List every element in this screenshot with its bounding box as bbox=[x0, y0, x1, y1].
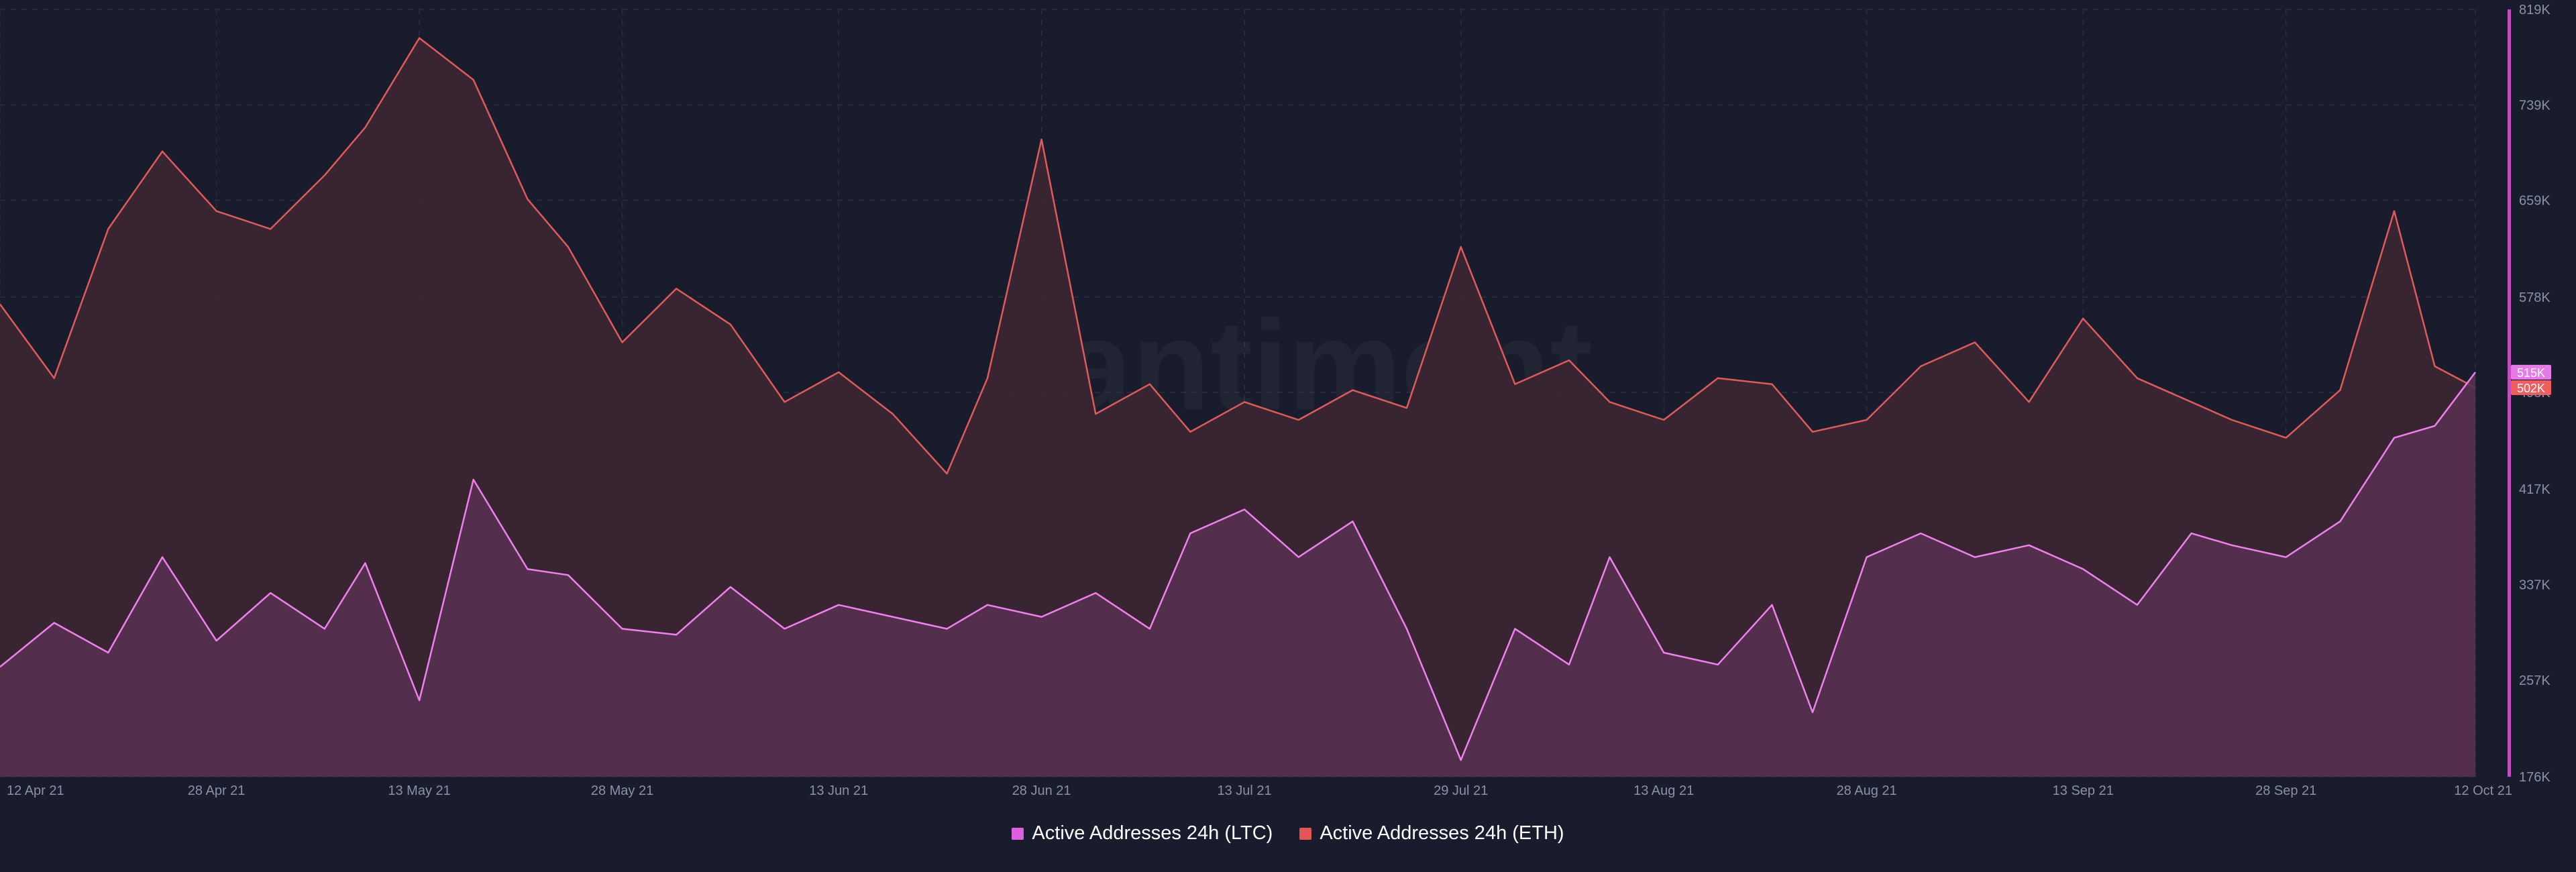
series-area-ltc bbox=[0, 372, 2475, 777]
last-value-badge-1 bbox=[2511, 380, 2551, 395]
x-tick-label-4: 13 Jun 21 bbox=[809, 783, 868, 798]
legend-item-ltc[interactable]: Active Addresses 24h (LTC) bbox=[1012, 822, 1273, 844]
series-line-ltc bbox=[0, 372, 2476, 761]
x-tick-label-5: 28 Jun 21 bbox=[1012, 783, 1071, 798]
last-value-label-0: 515K bbox=[2517, 366, 2545, 380]
y-tick-label-6: 659K bbox=[2519, 194, 2551, 209]
x-tick-label-8: 13 Aug 21 bbox=[1633, 783, 1694, 798]
legend-swatch-eth bbox=[1299, 827, 1312, 840]
y-axis-bar bbox=[2508, 9, 2511, 777]
y-tick-label-3: 417K bbox=[2519, 482, 2551, 497]
x-tick-label-12: 12 Oct 21 bbox=[2454, 783, 2512, 798]
x-tick-label-0: 12 Apr 21 bbox=[7, 783, 64, 798]
x-tick-label-6: 13 Jul 21 bbox=[1217, 783, 1271, 798]
x-tick-label-7: 29 Jul 21 bbox=[1434, 783, 1488, 798]
x-tick-label-1: 28 Apr 21 bbox=[188, 783, 246, 798]
x-tick-label-11: 28 Sep 21 bbox=[2255, 783, 2316, 798]
x-tick-label-9: 28 Aug 21 bbox=[1837, 783, 1897, 798]
legend-label-ltc: Active Addresses 24h (LTC) bbox=[1032, 822, 1273, 844]
y-tick-label-8: 819K bbox=[2519, 3, 2551, 17]
y-tick-label-2: 337K bbox=[2519, 578, 2551, 593]
last-value-badge-0 bbox=[2511, 364, 2551, 380]
x-tick-label-10: 13 Sep 21 bbox=[2053, 783, 2114, 798]
y-tick-label-5: 578K bbox=[2519, 290, 2551, 305]
series-line-eth bbox=[0, 37, 2476, 475]
x-tick-label-2: 13 May 21 bbox=[388, 783, 450, 798]
x-tick-label-3: 28 May 21 bbox=[591, 783, 653, 798]
legend-swatch-ltc bbox=[1012, 827, 1024, 840]
legend-item-eth[interactable]: Active Addresses 24h (ETH) bbox=[1299, 822, 1564, 844]
y-tick-label-0: 176K bbox=[2519, 770, 2551, 785]
last-value-label-1: 502K bbox=[2517, 382, 2545, 395]
legend-label-eth: Active Addresses 24h (ETH) bbox=[1320, 822, 1564, 844]
chart-legend: Active Addresses 24h (LTC) Active Addres… bbox=[0, 822, 2576, 844]
y-tick-label-7: 739K bbox=[2519, 98, 2551, 113]
y-tick-label-1: 257K bbox=[2519, 673, 2551, 688]
